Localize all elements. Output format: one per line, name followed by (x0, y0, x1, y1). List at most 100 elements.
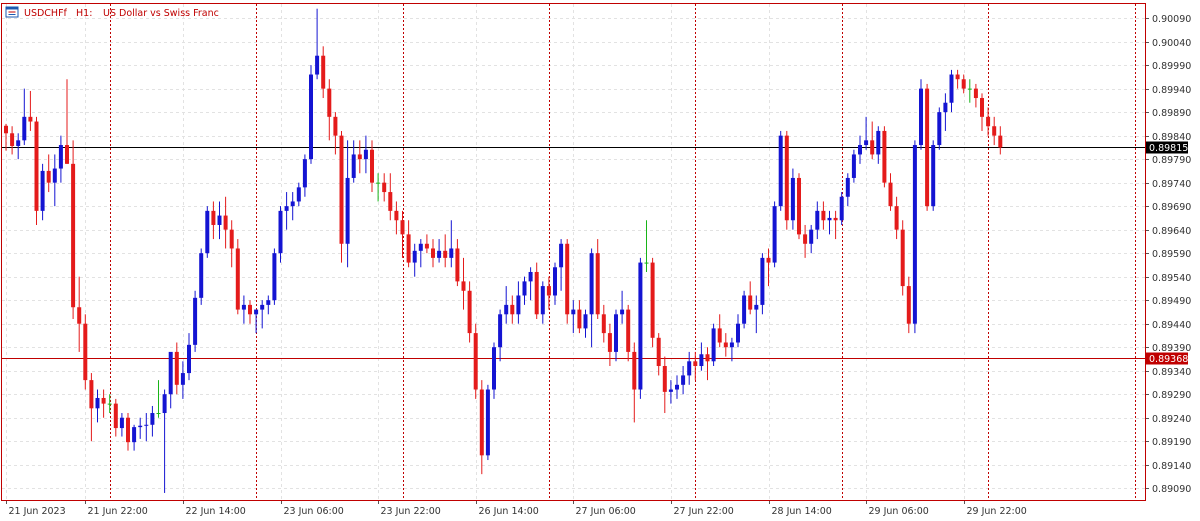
candle[interactable] (589, 248, 594, 348)
candle[interactable] (138, 417, 143, 439)
candle[interactable] (675, 375, 679, 399)
candle[interactable] (943, 93, 948, 131)
candle[interactable] (565, 239, 570, 324)
candle[interactable] (754, 295, 759, 334)
candle[interactable] (437, 239, 442, 263)
candle[interactable] (742, 290, 747, 329)
candle[interactable] (772, 201, 777, 268)
candle[interactable] (595, 239, 600, 319)
candle[interactable] (77, 276, 82, 352)
candle[interactable] (760, 253, 765, 315)
candle[interactable] (931, 140, 936, 211)
candle[interactable] (656, 333, 661, 376)
candle[interactable] (83, 314, 88, 390)
candle[interactable] (827, 210, 832, 235)
candle[interactable] (620, 290, 625, 324)
candle[interactable] (614, 309, 618, 362)
candle[interactable] (388, 173, 393, 221)
candle[interactable] (705, 347, 710, 381)
candle[interactable] (492, 342, 496, 399)
candle[interactable] (382, 173, 387, 202)
candle[interactable] (626, 304, 631, 362)
candle[interactable] (278, 206, 283, 263)
candle[interactable] (28, 90, 33, 131)
candle[interactable] (980, 93, 984, 131)
candle[interactable] (473, 323, 478, 399)
candle[interactable] (107, 394, 112, 414)
candle[interactable] (559, 239, 564, 291)
candle[interactable] (394, 201, 399, 235)
candle[interactable] (577, 300, 582, 334)
candle[interactable] (821, 201, 826, 230)
candle[interactable] (888, 173, 893, 211)
candle[interactable] (95, 389, 100, 423)
candle[interactable] (864, 116, 869, 150)
candle[interactable] (217, 201, 222, 240)
candle[interactable] (973, 83, 978, 108)
candle[interactable] (632, 342, 637, 423)
candle[interactable] (851, 149, 856, 183)
candle[interactable] (16, 133, 21, 160)
candle[interactable] (211, 201, 216, 240)
candle[interactable] (174, 342, 179, 395)
candle[interactable] (254, 309, 259, 334)
candle[interactable] (778, 130, 783, 211)
candle[interactable] (229, 220, 234, 268)
candle[interactable] (717, 314, 722, 348)
candle[interactable] (571, 300, 576, 334)
candle[interactable] (797, 173, 801, 240)
candle[interactable] (455, 239, 460, 287)
candle[interactable] (272, 248, 277, 305)
candle[interactable] (510, 295, 515, 324)
candle[interactable] (912, 140, 917, 334)
candle[interactable] (406, 220, 411, 268)
candle[interactable] (809, 224, 814, 254)
candle[interactable] (424, 234, 429, 254)
candle[interactable] (132, 424, 137, 451)
candle[interactable] (126, 413, 130, 451)
candle[interactable] (260, 300, 265, 329)
candle[interactable] (504, 286, 509, 324)
candle[interactable] (833, 210, 838, 240)
candle[interactable] (479, 380, 484, 475)
candle[interactable] (113, 398, 118, 437)
candle[interactable] (290, 192, 295, 221)
candle[interactable] (302, 154, 307, 197)
candle[interactable] (687, 351, 692, 385)
candle[interactable] (638, 257, 643, 399)
candle[interactable] (601, 304, 606, 343)
candle[interactable] (607, 323, 612, 367)
candle[interactable] (418, 239, 423, 268)
candle[interactable] (845, 173, 850, 207)
candle[interactable] (431, 239, 435, 268)
candle[interactable] (662, 356, 667, 414)
candle[interactable] (193, 290, 198, 352)
candle[interactable] (89, 373, 94, 442)
candle[interactable] (333, 112, 338, 155)
candle[interactable] (357, 140, 362, 174)
candle[interactable] (644, 220, 649, 272)
candle[interactable] (961, 74, 966, 94)
candle[interactable] (150, 405, 155, 437)
candle[interactable] (266, 295, 271, 315)
candle[interactable] (546, 276, 551, 310)
candle[interactable] (199, 248, 204, 305)
candle[interactable] (528, 267, 533, 301)
candle[interactable] (839, 192, 844, 225)
candle[interactable] (180, 361, 185, 399)
candle[interactable] (351, 140, 356, 183)
candle[interactable] (10, 126, 15, 155)
candle[interactable] (461, 257, 466, 310)
candle[interactable] (71, 140, 76, 319)
candle[interactable] (4, 123, 8, 151)
candle[interactable] (711, 323, 716, 367)
candle[interactable] (22, 88, 27, 146)
candle[interactable] (937, 107, 942, 150)
candle[interactable] (858, 135, 862, 164)
candle[interactable] (986, 107, 991, 136)
candle[interactable] (540, 281, 545, 324)
candle[interactable] (766, 248, 771, 287)
candle[interactable] (327, 79, 332, 141)
candle[interactable] (534, 262, 539, 319)
